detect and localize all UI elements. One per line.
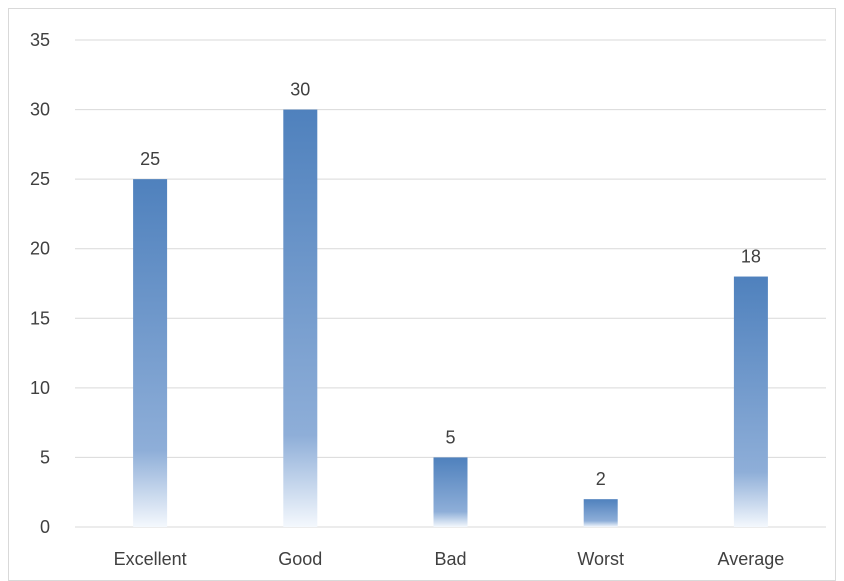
y-tick-label: 5: [40, 447, 50, 467]
y-tick-label: 30: [30, 100, 50, 120]
y-tick-label: 35: [30, 30, 50, 50]
bar-excellent: [133, 179, 168, 527]
data-label-average: 18: [741, 247, 761, 267]
data-labels: 25 30 5 2 18: [140, 80, 761, 490]
x-category-label: Good: [278, 549, 322, 569]
data-label-good: 30: [290, 80, 310, 100]
bar-worst: [583, 499, 618, 527]
data-label-excellent: 25: [140, 149, 160, 169]
y-tick-label: 15: [30, 308, 50, 328]
data-label-worst: 2: [596, 469, 606, 489]
x-category-label: Worst: [577, 549, 624, 569]
x-category-label: Excellent: [114, 549, 187, 569]
data-label-bad: 5: [445, 427, 455, 447]
y-axis-ticks: 0 5 10 15 20 25 30 35: [30, 30, 50, 537]
bars: [133, 109, 768, 528]
x-category-label: Average: [718, 549, 785, 569]
bar-good: [283, 109, 318, 528]
x-category-label: Bad: [434, 549, 466, 569]
bar-average: [733, 276, 768, 527]
x-axis-categories: Excellent Good Bad Worst Average: [114, 549, 785, 569]
y-tick-label: 25: [30, 169, 50, 189]
y-tick-label: 10: [30, 378, 50, 398]
y-tick-label: 0: [40, 517, 50, 537]
y-tick-label: 20: [30, 239, 50, 259]
gridlines: [75, 39, 826, 528]
bar-bad: [433, 457, 468, 527]
